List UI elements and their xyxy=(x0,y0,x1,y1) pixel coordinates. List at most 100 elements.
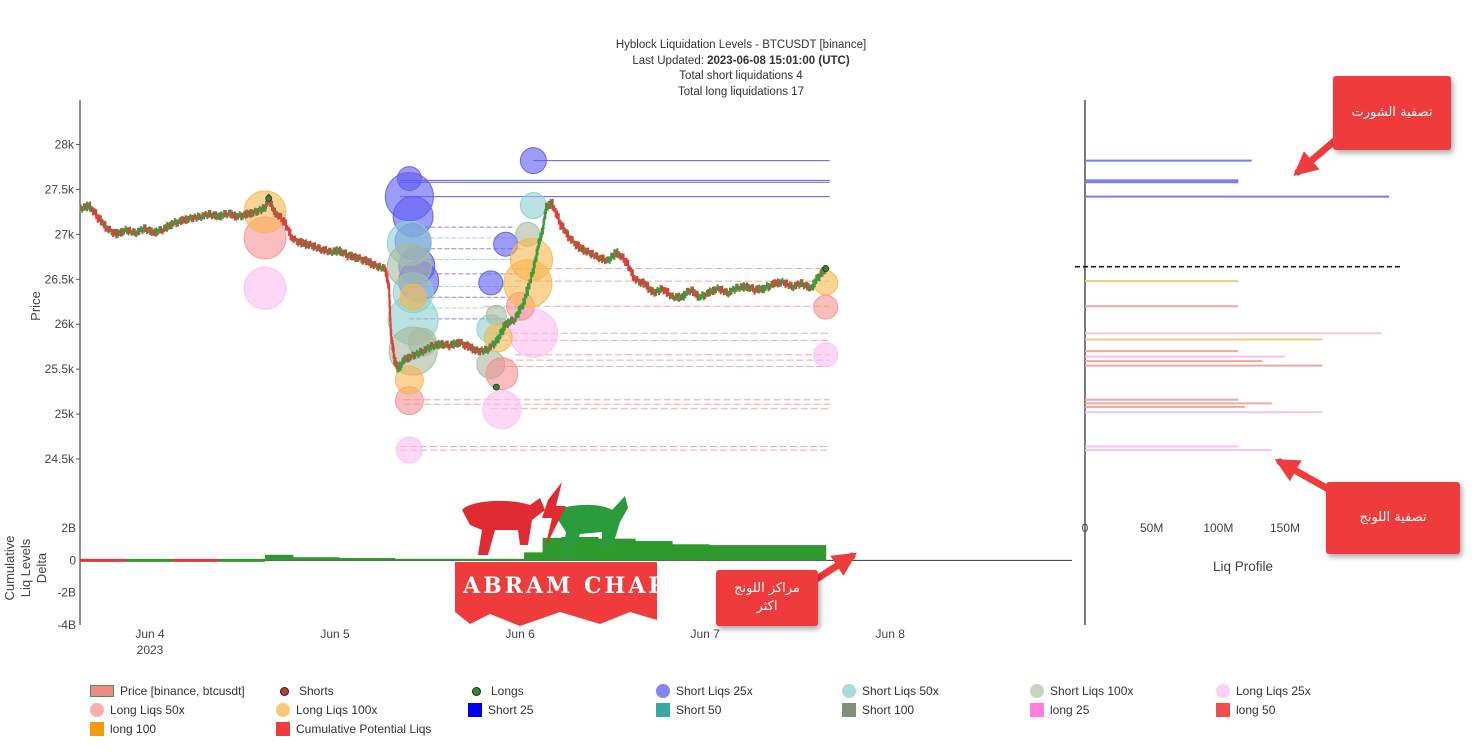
dot-icon xyxy=(656,684,670,698)
price-tick-label: 24.5k xyxy=(45,452,75,466)
callout-long-centers-line1: مراكز اللونج xyxy=(734,581,800,596)
legend-label: Long Liqs 25x xyxy=(1236,684,1311,698)
liquidation-level-lines xyxy=(400,160,830,451)
legend-item[interactable]: Long Liqs 25x xyxy=(1216,684,1311,698)
legend-item[interactable]: long 25 xyxy=(1030,703,1089,717)
callout-shorts: تصفية الشورت xyxy=(1333,76,1451,150)
legend-label: Long Liqs 100x xyxy=(296,703,378,717)
square-icon xyxy=(656,703,670,717)
dot-icon xyxy=(1216,684,1230,698)
price-candles xyxy=(79,193,1402,391)
abram-chart-logo: ABRAM CHART xyxy=(455,482,689,626)
x-tick-label: Jun 6 xyxy=(505,627,535,641)
legend-item[interactable]: Short Liqs 50x xyxy=(842,684,939,698)
liq-bubble xyxy=(482,390,522,430)
dot-small-icon xyxy=(472,686,481,696)
legend-item[interactable]: long 100 xyxy=(90,722,156,736)
arrow-longs-head xyxy=(1274,459,1302,482)
delta-bar xyxy=(339,558,396,561)
bull-bear-icon xyxy=(462,482,628,556)
liq-bubble xyxy=(485,357,519,391)
square-icon xyxy=(468,703,482,717)
legend-item[interactable]: Long Liqs 100x xyxy=(276,703,377,717)
legend-item[interactable]: Long Liqs 50x xyxy=(90,703,185,717)
last-updated: Last Updated: 2023-06-08 15:01:00 (UTC) xyxy=(0,54,1482,70)
liq-profile-bars xyxy=(1085,159,1389,452)
chart-title-block: Hyblock Liquidation Levels - BTCUSDT [bi… xyxy=(0,38,1482,100)
legend-item[interactable]: Short Liqs 100x xyxy=(1030,684,1133,698)
legend-item[interactable]: Longs xyxy=(468,684,524,698)
logo-text: ABRAM CHART xyxy=(462,573,689,599)
chart-title: Hyblock Liquidation Levels - BTCUSDT [bi… xyxy=(615,39,867,51)
x-tick-year: 2023 xyxy=(137,643,164,657)
legend-label: long 25 xyxy=(1050,703,1090,717)
liq-bubble xyxy=(394,365,424,395)
arrow-shorts-head xyxy=(1293,151,1320,176)
liq-bubble xyxy=(395,436,423,464)
liq-bubble xyxy=(399,283,427,311)
callout-longs-text: تصفية اللونج xyxy=(1359,510,1427,525)
longs-marker xyxy=(265,194,273,202)
logo-banner xyxy=(455,562,657,612)
profile-tick-label: 0 xyxy=(1082,521,1089,535)
legend-label: Price [binance, btcusdt] xyxy=(120,684,245,698)
price-tick-label: 25k xyxy=(55,407,75,421)
legend-item[interactable]: Shorts xyxy=(276,684,334,698)
delta-bar xyxy=(524,552,544,561)
square-icon xyxy=(90,722,104,736)
legend-label: long 100 xyxy=(110,722,157,736)
delta-bar xyxy=(709,545,766,561)
delta-tick-label: 0 xyxy=(69,553,76,567)
callout-long-centers: مراكز اللونج اكثر xyxy=(716,570,818,626)
price-tick-label: 27.5k xyxy=(45,182,75,196)
delta-bar xyxy=(394,558,497,561)
liq-bubble xyxy=(519,147,547,175)
legend-label: Long Liqs 50x xyxy=(110,703,185,717)
x-tick-label: Jun 4 xyxy=(135,627,165,641)
legend-item[interactable]: Short 50 xyxy=(656,703,721,717)
delta-bar xyxy=(635,541,673,561)
legend-item[interactable]: Price [binance, btcusdt] xyxy=(90,684,245,698)
cumulative-delta-area xyxy=(80,537,827,562)
profile-axis-label: Liq Profile xyxy=(1213,559,1273,574)
liq-bubble xyxy=(478,270,504,296)
legend-item[interactable]: Short 100 xyxy=(842,703,914,717)
delta-axis-label: Cumulative xyxy=(2,535,17,600)
legend-label: Longs xyxy=(491,684,524,698)
dot-icon xyxy=(1030,684,1044,698)
last-updated-value: 2023-06-08 15:01:00 (UTC) xyxy=(707,54,850,67)
liq-bubble xyxy=(485,304,507,326)
legend-item[interactable]: Cumulative Potential Liqs xyxy=(276,722,431,736)
delta-bar xyxy=(672,544,710,561)
longs-marker xyxy=(492,383,500,391)
profile-tick-label: 150M xyxy=(1270,521,1300,535)
x-tick-label: Jun 8 xyxy=(876,627,906,641)
legend-item[interactable]: Short Liqs 25x xyxy=(656,684,753,698)
square-icon xyxy=(1216,703,1230,717)
price-tick-label: 25.5k xyxy=(45,362,75,376)
delta-axis-label: Delta xyxy=(34,552,49,583)
delta-tick-label: -2B xyxy=(57,586,76,600)
short-liq-total: Total short liquidations 4 xyxy=(679,70,803,82)
price-axis-label: Price xyxy=(28,291,43,321)
legend-item[interactable]: Short 25 xyxy=(468,703,533,717)
delta-bar xyxy=(496,558,525,561)
liq-bubble xyxy=(519,192,547,220)
callout-longs: تصفية اللونج xyxy=(1326,482,1460,554)
x-tick-label: Jun 5 xyxy=(320,627,350,641)
legend-label: Short Liqs 100x xyxy=(1050,684,1134,698)
dot-icon xyxy=(276,703,290,717)
price-tick-label: 26.5k xyxy=(45,272,75,286)
longs-marker xyxy=(822,265,830,272)
long-liq-total: Total long liquidations 17 xyxy=(678,85,804,98)
dot-icon xyxy=(842,684,856,698)
legend-label: Cumulative Potential Liqs xyxy=(296,722,432,736)
legend-item[interactable]: long 50 xyxy=(1216,703,1275,717)
legend-label: Short Liqs 50x xyxy=(862,684,939,698)
liq-bubble xyxy=(813,342,839,368)
liq-bubble xyxy=(386,243,432,289)
price-tick-label: 26k xyxy=(55,317,75,331)
square-icon xyxy=(276,722,290,736)
square-icon xyxy=(842,703,856,717)
